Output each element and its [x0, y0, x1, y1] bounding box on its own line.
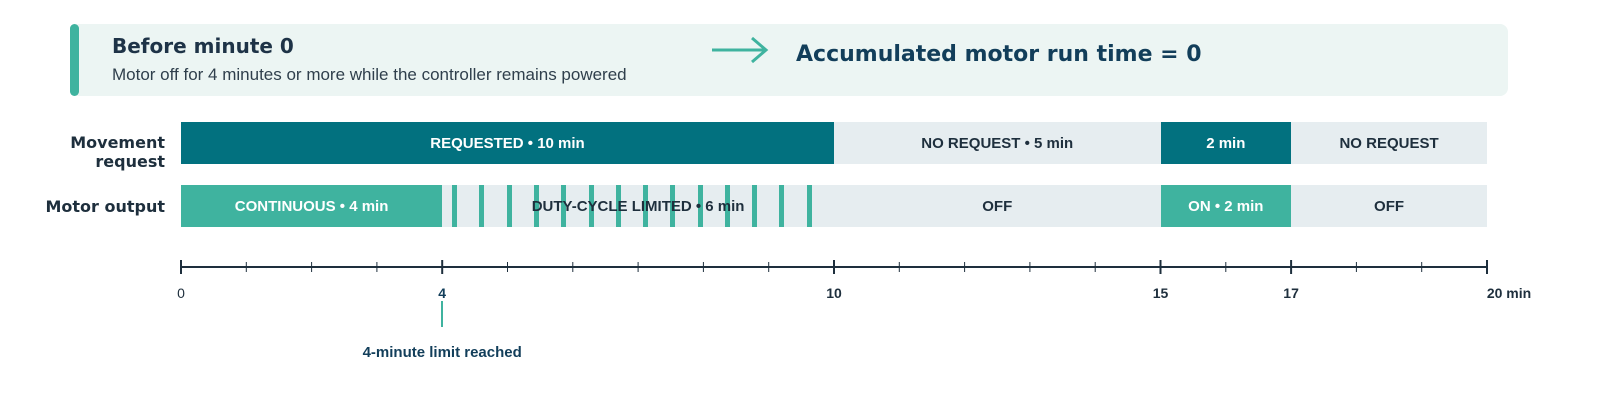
arrow-right-icon — [710, 30, 772, 75]
segment-label: NO REQUEST • 5 min — [921, 134, 1074, 152]
tick-label: 15 — [1152, 285, 1169, 301]
motor-segment-1: DUTY-CYCLE LIMITED • 6 min — [442, 185, 834, 227]
banner-result: Accumulated motor run time = 0 — [796, 42, 1202, 67]
request-segment-0: REQUESTED • 10 min — [181, 122, 834, 164]
duty-pulse — [643, 185, 649, 227]
banner-accent-bar — [70, 24, 79, 96]
duty-pulse — [779, 185, 785, 227]
request-segment-3: NO REQUEST — [1291, 122, 1487, 164]
segment-label: ON • 2 min — [1188, 197, 1264, 215]
motor-segment-0: CONTINUOUS • 4 min — [181, 185, 443, 227]
banner-title: Before minute 0 — [112, 34, 294, 58]
duty-cycle-pulses — [442, 185, 834, 227]
segment-label: OFF — [1374, 197, 1405, 215]
tick-label: 10 — [826, 285, 842, 301]
motor-output-lane: CONTINUOUS • 4 min DUTY-CYCLE LIMITED • 6… — [181, 185, 1487, 227]
movement-request-lane: REQUESTED • 10 min NO REQUEST • 5 min 2 mi… — [181, 122, 1487, 164]
row-label-motor-output: Motor output — [45, 197, 165, 216]
segment-label: REQUESTED • 10 min — [430, 134, 585, 152]
motor-segment-3: ON • 2 min — [1160, 185, 1292, 227]
duty-pulse — [534, 185, 539, 227]
limit-marker-label: 4-minute limit reached — [362, 344, 522, 361]
segment-label: 2 min — [1206, 134, 1246, 152]
request-segment-1: NO REQUEST • 5 min — [834, 122, 1161, 164]
duty-pulse — [479, 185, 485, 227]
duty-pulse — [752, 185, 758, 227]
duty-pulse — [615, 185, 621, 227]
limit-marker — [441, 301, 444, 327]
segment-label: DUTY-CYCLE LIMITED • 6 min — [531, 197, 745, 215]
motor-segment-2: OFF — [834, 185, 1161, 227]
duty-pulse — [670, 185, 676, 227]
duty-pulse — [561, 185, 567, 227]
duty-pulse — [452, 185, 458, 227]
motor-segment-4: OFF — [1291, 185, 1487, 227]
row-label-movement-request: Movement request — [70, 133, 165, 171]
duty-pulse — [724, 185, 730, 227]
duty-pulse — [806, 185, 812, 227]
tick-label: 20 min — [1486, 285, 1532, 301]
segment-label: OFF — [982, 197, 1013, 215]
banner-subtitle: Motor off for 4 minutes or more while th… — [112, 65, 627, 84]
segment-label: NO REQUEST — [1339, 134, 1439, 152]
duty-pulse — [588, 185, 594, 227]
duty-pulse — [506, 185, 512, 227]
request-segment-2: 2 min — [1160, 122, 1292, 164]
tick-label: 4 — [438, 285, 447, 301]
summary-banner: Before minute 0 Motor off for 4 minutes … — [70, 24, 1508, 96]
tick-label: 0 — [177, 285, 185, 301]
duty-pulse — [697, 185, 703, 227]
tick-label: 17 — [1283, 285, 1299, 301]
segment-label: CONTINUOUS • 4 min — [234, 197, 389, 215]
